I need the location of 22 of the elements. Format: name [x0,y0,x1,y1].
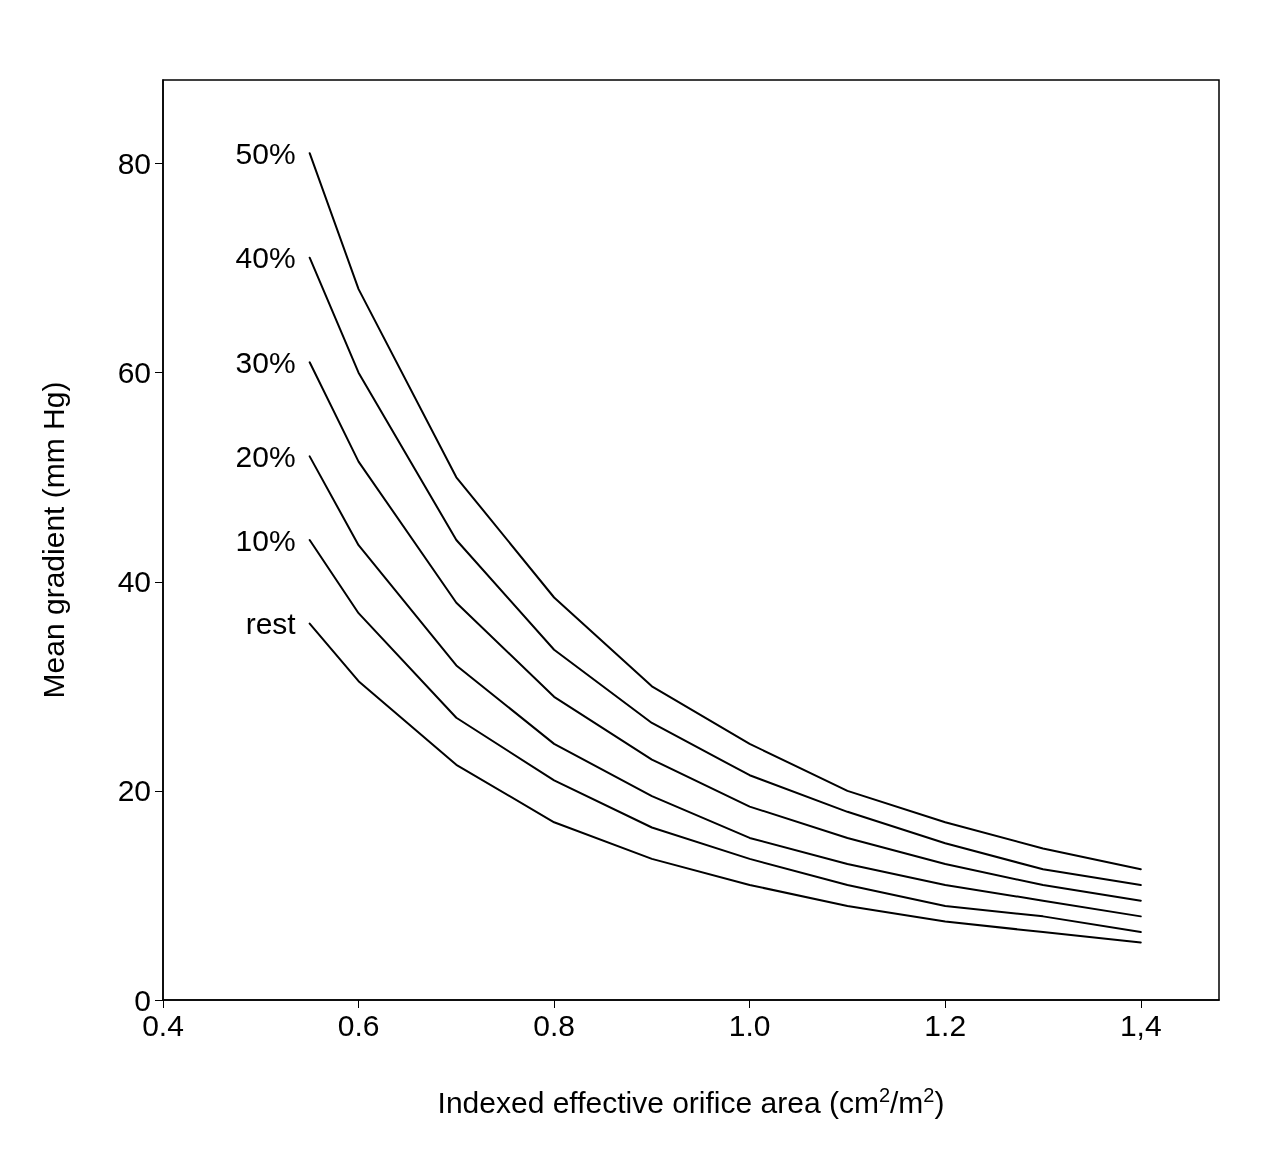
y-tick-label: 40 [117,565,151,599]
x-tick-label: 1,4 [1119,1008,1162,1042]
x-tick-label: 0.6 [337,1008,380,1042]
y-tick-label: 20 [117,774,151,808]
line-series [308,455,1142,918]
y-tick-label: 80 [117,147,151,181]
line-series [308,539,1142,934]
line-series [308,361,1142,902]
series-label: 40% [235,241,296,275]
line-series [308,622,1142,944]
series-label: rest [245,607,297,641]
x-tick-label: 1.2 [924,1008,967,1042]
y-axis-title: Mean gradient (mm Hg) [36,381,70,699]
line-series [308,256,1142,886]
series-label: 30% [235,345,296,379]
series-label: 20% [235,439,296,473]
line-series [308,152,1142,871]
series-label: 10% [235,523,296,557]
y-tick-label: 60 [117,356,151,390]
series-label: 50% [235,136,296,170]
x-tick-label: 0.8 [533,1008,575,1042]
x-tick-label: 1.0 [728,1008,771,1042]
